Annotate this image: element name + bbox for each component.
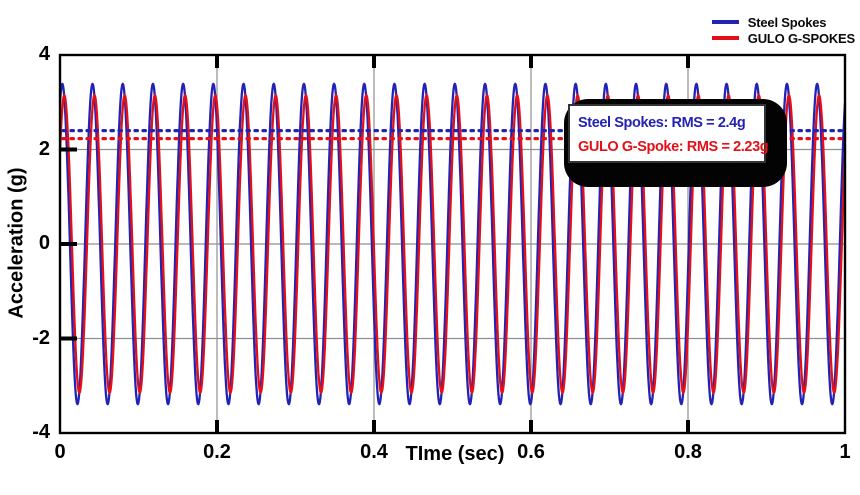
y-tick-label: -4 — [32, 421, 50, 443]
rms-annotation-box: Steel Spokes: RMS = 2.4g GULO G-Spoke: R… — [568, 104, 769, 163]
x-tick-label: 0.6 — [517, 441, 545, 463]
steel-spokes-rms-text: Steel Spokes: RMS = 2.4g — [578, 115, 746, 131]
x-tick-label: 0 — [54, 441, 66, 463]
legend-label-gulo-gspokes: GULO G-SPOKES — [747, 30, 855, 46]
x-tick-label: 0.8 — [674, 441, 702, 463]
gulo-gspokes-line-swatch — [711, 36, 739, 40]
steel-spokes-line-swatch — [711, 20, 739, 24]
y-tick-label: 0 — [38, 232, 50, 254]
x-tick-label: 0.4 — [360, 441, 388, 463]
plot-frame — [58, 53, 847, 435]
legend-label-steel-spokes: Steel Spokes — [747, 14, 827, 30]
y-tick-label: -2 — [32, 326, 50, 349]
legend: Steel Spokes GULO G-SPOKES — [711, 14, 855, 46]
y-tick-label: 4 — [38, 43, 50, 65]
gulo-gspoke-rms-text: GULO G-Spoke: RMS = 2.23g — [578, 139, 769, 155]
y-tick-label: 2 — [38, 137, 50, 160]
x-tick-label: 0.2 — [203, 441, 231, 463]
series-line-steel-spokes — [58, 82, 847, 406]
x-axis-title: TIme (sec) — [405, 443, 505, 465]
series-line-gulo-g-spokes — [58, 94, 847, 394]
legend-item-gulo-gspokes: GULO G-SPOKES — [711, 30, 855, 46]
x-tick-label: 1 — [839, 441, 851, 463]
legend-item-steel-spokes: Steel Spokes — [711, 14, 855, 30]
